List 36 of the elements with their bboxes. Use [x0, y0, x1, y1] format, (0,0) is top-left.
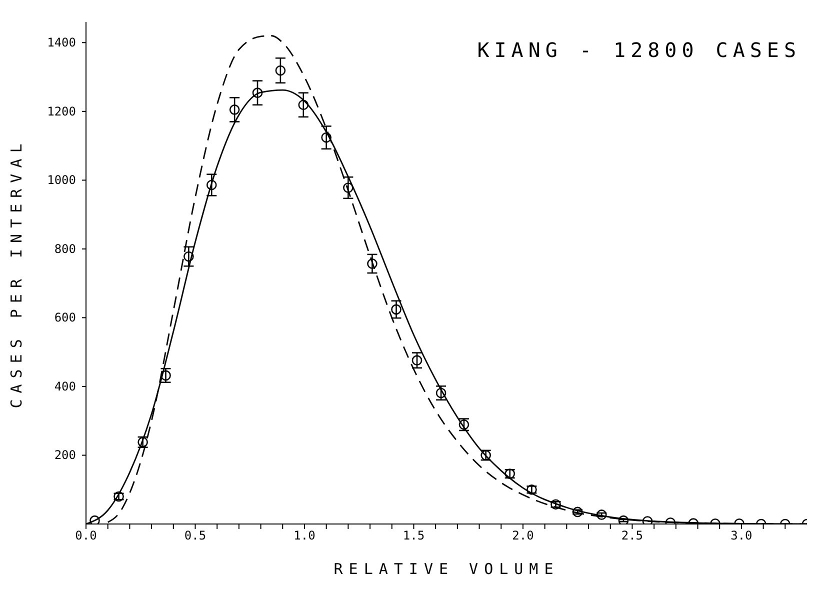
x-tick-label: 1.5 [402, 528, 425, 543]
point [90, 515, 100, 524]
x-tick-label: 2.0 [512, 528, 534, 543]
x-tick-label: 0.5 [184, 528, 206, 543]
text: KIANG - 12800 CASES [477, 38, 801, 62]
x-tick-label: 2.5 [621, 528, 644, 543]
point [275, 65, 286, 76]
x-axis-title: RELATIVE VOLUME [334, 560, 560, 578]
point [642, 516, 653, 524]
y-tick-label: 800 [54, 242, 76, 256]
point [229, 104, 240, 115]
point [367, 258, 378, 269]
point [160, 370, 171, 381]
y-tick-label: 600 [54, 310, 76, 325]
point [618, 515, 629, 524]
point [550, 499, 561, 510]
point [343, 182, 354, 193]
point [321, 132, 332, 143]
point [184, 251, 194, 262]
x-tick-label: 1.0 [294, 528, 316, 543]
y-tick-label: 400 [54, 379, 76, 394]
point [412, 355, 422, 366]
y-tick-label: 1000 [47, 173, 76, 188]
y-axis-title: CASES PER INTERVAL [7, 138, 26, 408]
point [572, 506, 583, 518]
x-tick-label: 3.0 [730, 528, 752, 543]
point [436, 388, 446, 398]
x-tick-label: 0.0 [75, 528, 97, 543]
point [298, 100, 309, 110]
y-tick-label: 1200 [47, 104, 76, 118]
y-tick-label: 200 [54, 448, 76, 462]
point [391, 304, 402, 315]
point [596, 510, 607, 520]
y-tick-label: 1400 [47, 36, 76, 50]
point [252, 88, 263, 98]
point [206, 180, 217, 190]
